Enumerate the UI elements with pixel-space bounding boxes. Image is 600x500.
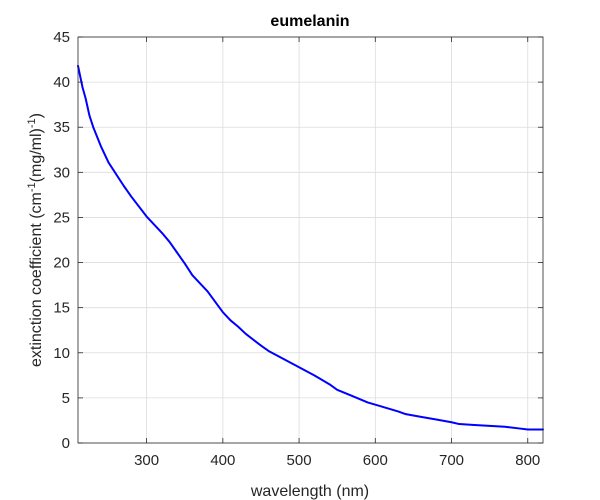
x-tick-label: 300	[134, 452, 159, 469]
x-tick-label: 400	[210, 452, 235, 469]
y-tick-label: 35	[53, 119, 70, 136]
x-tick-label: 600	[363, 452, 388, 469]
y-tick-label: 20	[53, 255, 70, 272]
y-tick-label: 10	[53, 345, 70, 362]
y-tick-label: 0	[62, 435, 70, 452]
y-tick-label: 5	[62, 390, 70, 407]
plot-frame	[77, 36, 544, 444]
series-line	[77, 64, 544, 431]
y-tick-label: 15	[53, 300, 70, 317]
grid	[78, 36, 543, 444]
tick-marks	[78, 36, 543, 444]
x-tick-label: 500	[287, 452, 312, 469]
y-tick-label: 30	[53, 164, 70, 181]
chart-title: eumelanin	[270, 13, 349, 30]
y-tick-label: 40	[53, 74, 70, 91]
plot-background	[78, 37, 543, 443]
x-tick-label: 700	[439, 452, 464, 469]
y-tick-labels: 0 5 10 15 20 25 30 35 40 45	[53, 29, 70, 452]
series-layer	[77, 64, 544, 431]
x-tick-label: 800	[515, 452, 540, 469]
y-tick-label: 45	[53, 29, 70, 46]
x-axis-label: wavelength (nm)	[250, 483, 369, 500]
x-tick-labels: 300 400 500 600 700 800	[134, 452, 540, 469]
y-tick-label: 25	[53, 209, 70, 226]
y-axis-label: extinction coefficient (cm-1(mg/ml)-1)	[26, 113, 45, 367]
